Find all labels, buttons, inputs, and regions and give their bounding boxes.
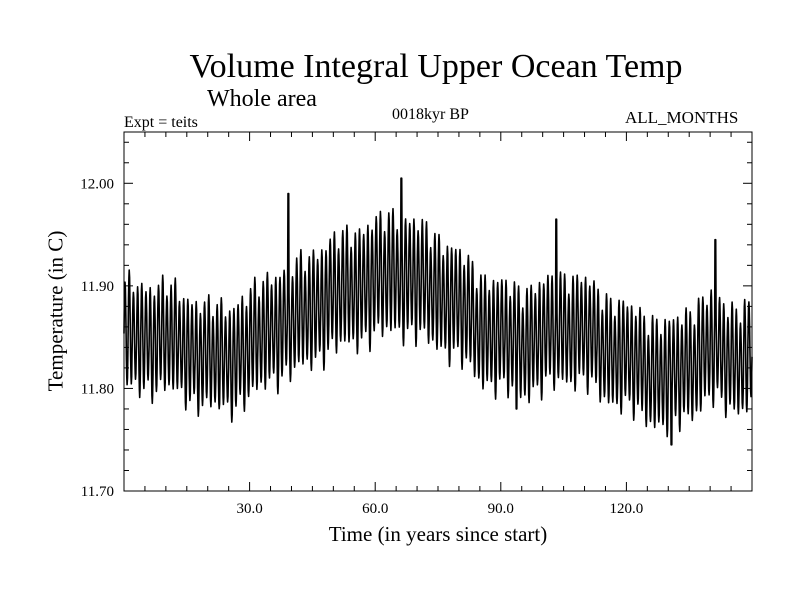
y-tick-label: 11.90	[81, 279, 114, 295]
period-label: 0018kyr BP	[392, 106, 469, 123]
months-label: ALL_MONTHS	[625, 108, 739, 127]
x-tick-label: 90.0	[488, 501, 514, 517]
x-tick-label: 30.0	[236, 501, 262, 517]
chart-title: Volume Integral Upper Ocean Temp	[189, 48, 683, 85]
y-tick-label: 11.70	[81, 484, 114, 500]
y-tick-label: 12.00	[80, 176, 114, 192]
y-tick-label: 11.80	[81, 381, 114, 397]
chart-subtitle: Whole area	[207, 86, 317, 112]
x-tick-label: 60.0	[362, 501, 388, 517]
x-axis-label: Time (in years since start)	[328, 522, 548, 546]
experiment-label: Expt = teits	[124, 114, 198, 131]
x-tick-label: 120.0	[610, 501, 644, 517]
temperature-series-line	[123, 177, 753, 446]
